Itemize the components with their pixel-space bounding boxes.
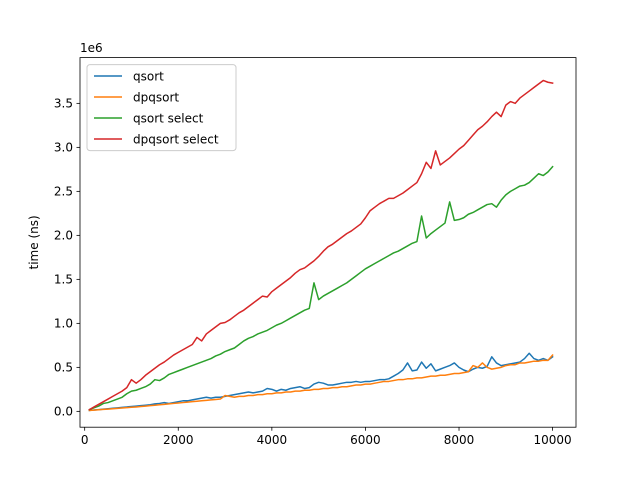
- legend-label: dpqsort select: [133, 132, 219, 146]
- x-tick-label: 2000: [163, 433, 194, 447]
- y-tick-label: 3.0: [54, 141, 73, 155]
- y-axis-label: time (ns): [27, 215, 41, 269]
- y-tick-label: 0.0: [54, 405, 73, 419]
- y-axis-scale-label: 1e6: [80, 41, 103, 55]
- legend-label: dpqsort: [133, 90, 179, 104]
- y-tick-label: 2.0: [54, 229, 73, 243]
- legend: qsort dpqsort qsort select dpqsort select: [86, 64, 237, 152]
- plot-frame: [79, 57, 577, 428]
- y-tick-label: 0.5: [54, 361, 73, 375]
- legend-label: qsort: [133, 69, 164, 83]
- x-tick-label: 10000: [534, 433, 572, 447]
- series-line-dpqsort: [88, 353, 554, 412]
- x-tick-label: 4000: [257, 433, 288, 447]
- y-tick-label: 3.5: [54, 97, 73, 111]
- y-tick-label: 2.5: [54, 185, 73, 199]
- series-lines: [88, 79, 554, 412]
- y-tick-label: 1.0: [54, 317, 73, 331]
- y-tick-label: 1.5: [54, 273, 73, 287]
- series-line-qsort: [88, 352, 554, 412]
- legend-frame: [86, 64, 237, 152]
- x-tick-label: 6000: [350, 433, 381, 447]
- x-tick-label: 0: [81, 433, 89, 447]
- series-line-qsort-select: [88, 165, 554, 411]
- x-tick-label: 8000: [444, 433, 475, 447]
- legend-label: qsort select: [133, 111, 204, 125]
- axis-ticks: 0 2000 4000 6000 8000 10000 0.0 0.5 1.0 1.5 2.0 2.5…: [54, 97, 572, 448]
- series-line-dpqsort-select: [88, 79, 554, 411]
